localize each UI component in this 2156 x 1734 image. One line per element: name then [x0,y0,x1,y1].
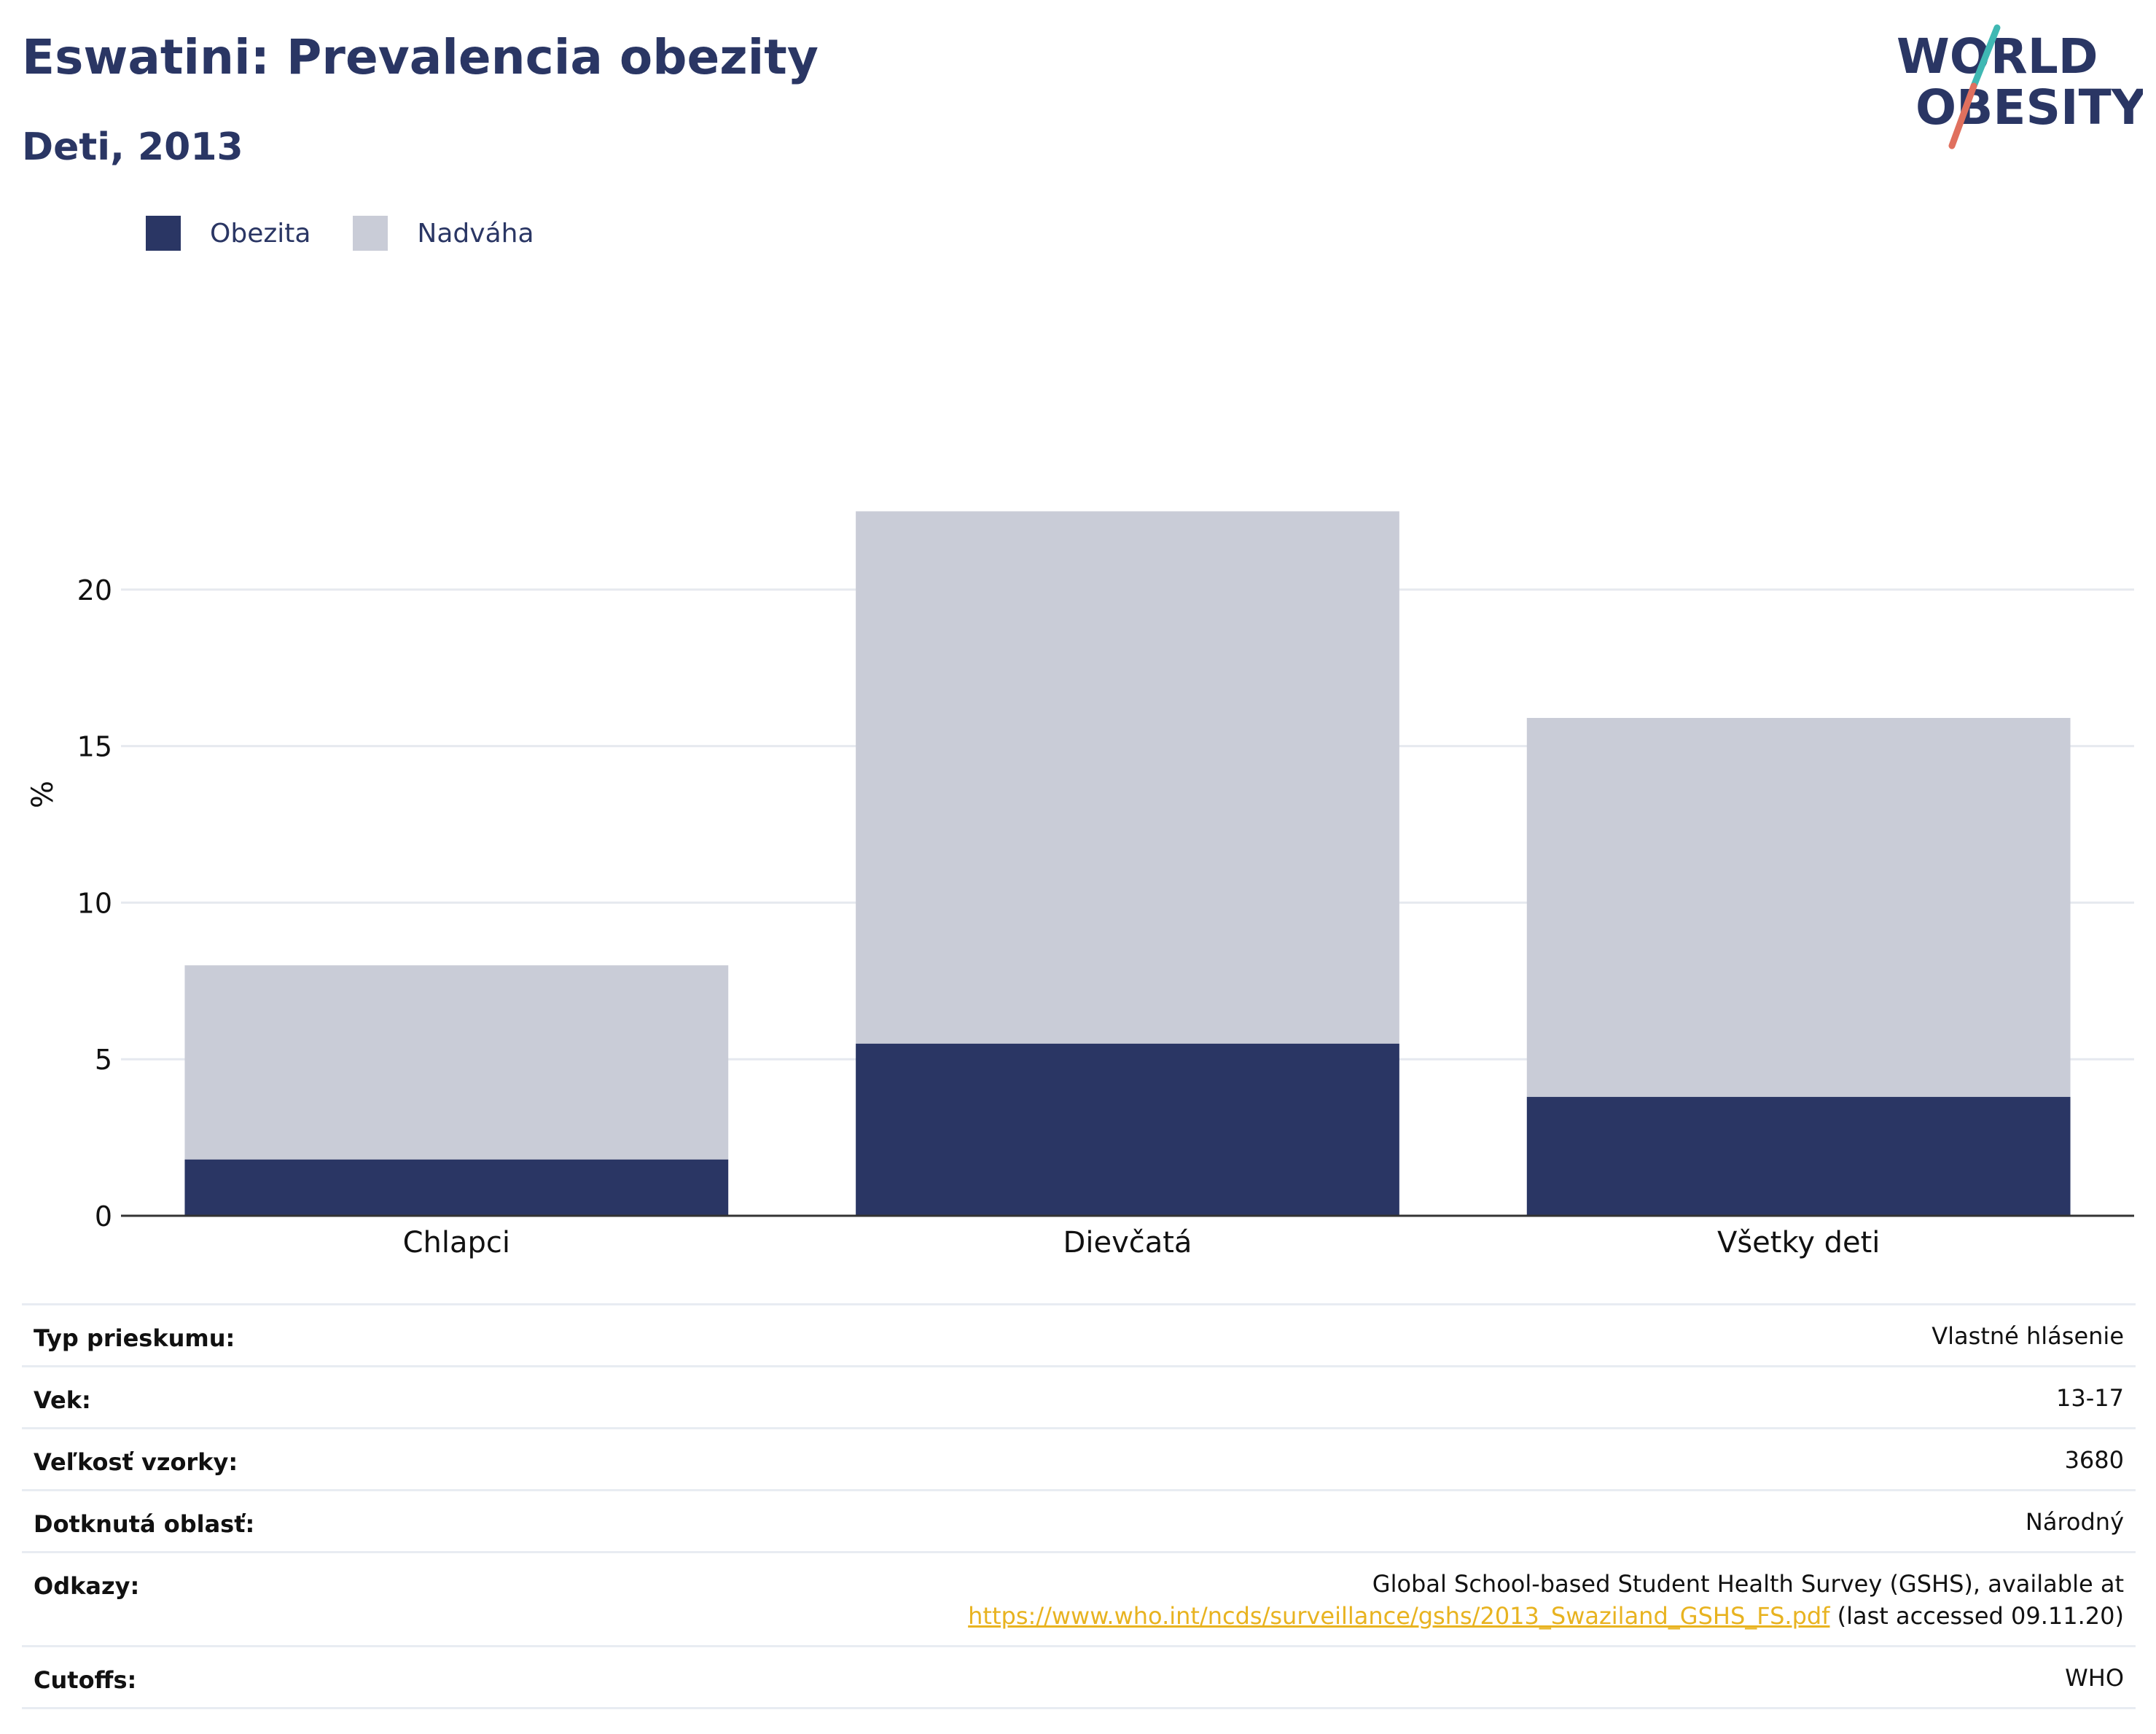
legend-item-obezita[interactable]: Obezita [146,216,310,251]
meta-value-survey-type: Vlastné hlásenie [1932,1322,2124,1350]
logo-slash-top [1970,24,2001,90]
legend-item-nadvaha[interactable]: Nadváha [353,216,534,251]
y-axis-label: % [26,781,60,808]
meta-row-references: Odkazy: Global School-based Student Heal… [22,1551,2136,1645]
chart-title: Eswatini: Prevalencia obezity [22,29,819,85]
bar-nadváha-2 [1526,717,2071,1097]
meta-row-sample-size: Veľkosť vzorky: 3680 [22,1427,2136,1489]
logo-slash-bottom [1948,82,1977,149]
legend-swatch-nadvaha [353,216,388,251]
bar-nadváha-0 [184,965,729,1160]
x-tick-label-1: Dievčatá [1063,1226,1192,1260]
meta-label-cutoffs: Cutoffs: [34,1666,137,1694]
meta-value-age: 13-17 [2056,1384,2124,1412]
meta-value-area: Národný [2025,1508,2124,1536]
logo-word-obesity: OBESITY [1915,79,2143,136]
y-tick-label-0: 0 [95,1200,112,1233]
survey-details-table: Typ prieskumu: Vlastné hlásenie Vek: 13-… [22,1303,2136,1709]
bar-obezita-1 [856,1043,1399,1216]
meta-label-area: Dotknutá oblasť: [34,1510,255,1538]
meta-row-survey-type: Typ prieskumu: Vlastné hlásenie [22,1303,2136,1365]
references-link[interactable]: https://www.who.int/ncds/surveillance/gs… [968,1602,1830,1630]
bar-obezita-2 [1526,1096,2071,1216]
stacked-bar-chart: % 0 5 10 15 20 Chlapci Dievčatá Všetky deti [26,511,2134,1260]
meta-label-sample-size: Veľkosť vzorky: [34,1448,238,1476]
meta-row-cutoffs: Cutoffs: WHO [22,1645,2136,1709]
bar-obezita-0 [184,1159,729,1216]
legend-swatch-obezita [146,216,181,251]
x-tick-label-2: Všetky deti [1717,1226,1880,1260]
y-tick-label-5: 5 [95,1044,112,1076]
meta-row-area: Dotknutá oblasť: Národný [22,1489,2136,1551]
meta-row-age: Vek: 13-17 [22,1365,2136,1427]
x-tick-label-0: Chlapci [403,1226,510,1260]
meta-value-cutoffs: WHO [2065,1664,2124,1692]
meta-label-survey-type: Typ prieskumu: [34,1324,235,1352]
references-accessed: (last accessed 09.11.20) [1829,1602,2124,1630]
chart-legend: Obezita Nadváha [146,216,577,251]
chart-subtitle: Deti, 2013 [22,125,243,169]
y-tick-label-20: 20 [77,574,112,606]
meta-value-references: Global School-based Student Health Surve… [968,1568,2124,1632]
meta-label-references: Odkazy: [34,1572,140,1600]
y-tick-label-15: 15 [77,731,112,763]
world-obesity-logo: WORLD OBESITY [1897,24,2143,149]
meta-label-age: Vek: [34,1386,91,1414]
meta-value-sample-size: 3680 [2064,1446,2124,1474]
y-tick-label-10: 10 [77,887,112,919]
references-text: Global School-based Student Health Surve… [1372,1570,2124,1598]
legend-label-obezita: Obezita [210,218,311,249]
legend-label-nadvaha: Nadváha [417,218,534,249]
bar-nadváha-1 [856,511,1399,1044]
logo-word-world: WORLD [1897,28,2098,85]
